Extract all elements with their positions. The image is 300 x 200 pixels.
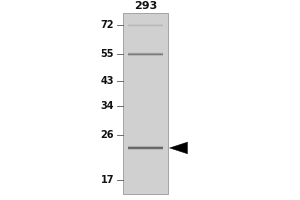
Text: 17: 17 <box>100 175 114 185</box>
Text: 43: 43 <box>100 76 114 86</box>
Text: 26: 26 <box>100 130 114 140</box>
Polygon shape <box>169 142 188 154</box>
Text: 293: 293 <box>134 1 157 11</box>
Text: 55: 55 <box>100 49 114 59</box>
Text: 72: 72 <box>100 20 114 30</box>
Text: 34: 34 <box>100 101 114 111</box>
Bar <box>123 13 168 194</box>
